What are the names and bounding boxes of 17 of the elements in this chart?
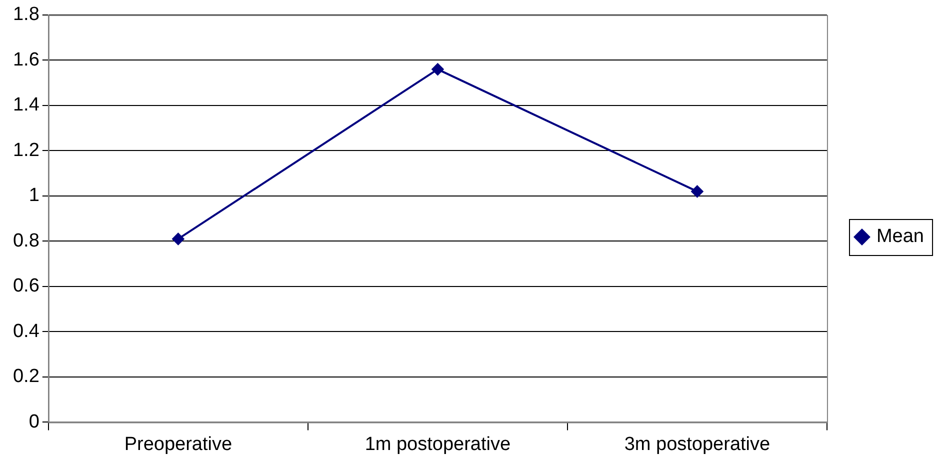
point <box>432 63 444 76</box>
y-tick-label: 0.2 <box>12 366 40 388</box>
point <box>691 185 704 198</box>
y-tick-label: 1.4 <box>12 94 40 116</box>
y-tick-label: 1.8 <box>12 4 40 26</box>
x-tick-label: Preoperative <box>124 434 232 455</box>
y-tick-label: 1 <box>28 185 40 206</box>
point <box>172 232 184 245</box>
y-tick-label: 0.6 <box>12 276 40 297</box>
y-tick-label: 1.2 <box>12 140 40 161</box>
y-tick-label: 0 <box>28 411 40 432</box>
y-tick-label: 1.6 <box>12 49 40 70</box>
x-tick-label: 3m postoperative <box>624 434 770 455</box>
y-tick-label: 0.4 <box>12 320 40 342</box>
y-tick-label: 0.8 <box>12 230 40 252</box>
x-tick-label: 1m postoperative <box>364 434 511 455</box>
legend-label: Mean <box>876 226 924 248</box>
